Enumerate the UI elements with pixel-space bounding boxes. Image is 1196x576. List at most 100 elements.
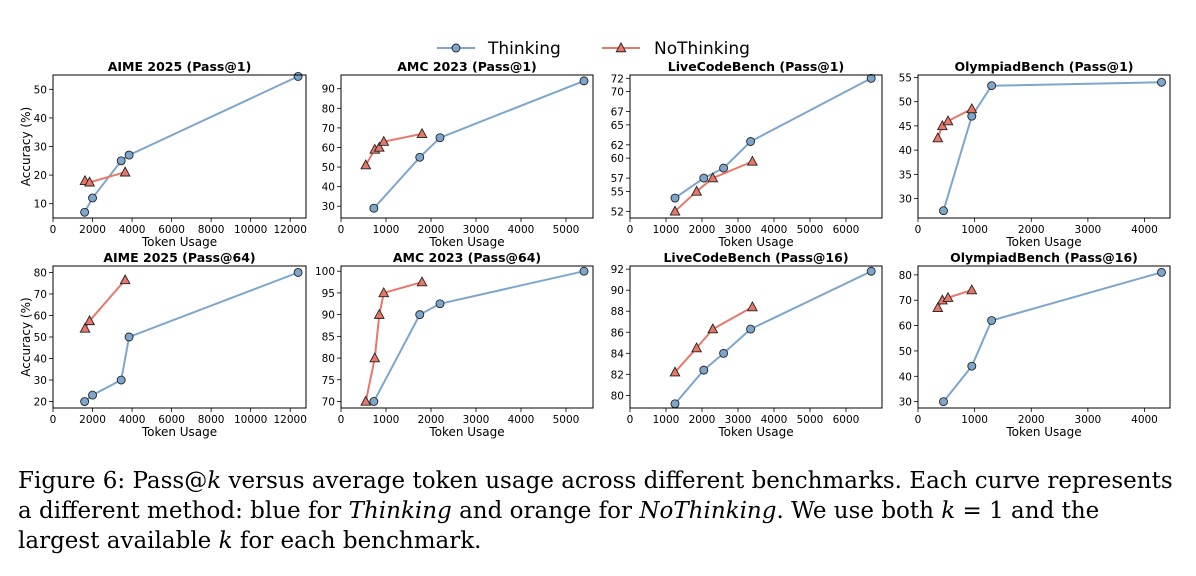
x-tick-label: 5000 [797,414,824,426]
data-point-thinking [415,152,425,162]
x-axis-label: Token Usage [141,425,217,439]
data-point-nothinking [378,286,390,298]
y-tick-label: 50 [34,84,47,96]
x-tick-label: 1000 [373,414,400,426]
y-tick-label: 80 [322,353,335,365]
data-point-thinking [116,156,126,166]
x-tick-label: 2000 [689,224,716,236]
x-tick-label: 3000 [725,224,752,236]
x-tick-label: 0 [50,414,57,426]
x-tick-label: 3000 [1075,224,1102,236]
chart-title: AMC 2023 (Pass@1) [397,59,537,74]
data-point-nothinking [691,342,703,353]
chart-panel: OlympiadBench (Pass@1) 0 1000 2000 3000 4000 3… [899,59,1171,249]
y-tick-label: 95 [322,288,335,300]
data-point-thinking [80,397,90,406]
y-tick-label: 30 [899,194,912,206]
x-tick-label: 1000 [653,224,680,236]
data-point-nothinking [966,284,978,295]
y-tick-label: 70 [899,295,912,307]
y-tick-label: 40 [34,354,47,366]
y-tick-label: 70 [611,87,624,99]
data-point-thinking [80,207,90,217]
chart-title: AIME 2025 (Pass@1) [108,59,252,74]
series-line-nothinking [364,281,423,402]
y-tick-label: 20 [34,170,47,182]
y-axis-label: Accuracy (%) [19,297,33,376]
figure-canvas: Thinking NoThinking AIME 2025 (Pass@1)0 20… [19,39,1171,439]
chart-panel: AIME 2025 (Pass@1) 0 2000 4000 6000 8000 10000… [19,59,307,249]
x-tick-label: 5000 [553,414,580,426]
chart-panel: LiveCodeBench (Pass@1) 0 1000 2000 3000 4000 5… [611,59,883,249]
data-point-thinking [699,365,709,375]
data-point-nothinking [936,119,948,131]
y-tick-label: 92 [611,264,624,276]
data-point-thinking [939,206,948,216]
data-point-thinking [746,324,756,334]
y-tick-label: 85 [322,331,335,343]
y-tick-label: 30 [322,201,335,213]
chart-panel: AMC 2023 (Pass@1) 0 1000 2000 3000 4000 5000 30… [322,59,594,249]
data-point-thinking [369,203,379,213]
y-tick-label: 75 [322,375,335,387]
chart-panel: AMC 2023 (Pass@64) 0 1000 2000 3000 4000 5000 7… [315,250,594,439]
x-axis-label: Token Usage [428,235,504,249]
data-point-thinking [293,71,303,81]
chart-panel: LiveCodeBench (Pass@16) 0 1000 2000 3000 4000… [611,250,883,439]
x-tick-label: 2000 [1018,224,1045,236]
data-point-nothinking [942,291,954,302]
legend-label-nothinking: NoThinking [654,39,750,59]
plot-frame [340,74,594,219]
data-point-thinking [670,399,680,409]
y-axis-label: Accuracy (%) [19,107,33,186]
y-tick-label: 86 [611,327,625,339]
y-tick-label: 10 [34,199,47,211]
data-point-nothinking [373,308,385,319]
plot-frame [629,74,883,219]
x-tick-label: 4000 [1131,414,1158,426]
x-tick-label: 1000 [373,224,400,236]
x-tick-label: 2000 [418,224,445,236]
data-point-thinking [435,299,445,309]
y-tick-label: 90 [322,310,335,322]
y-tick-label: 62 [611,140,624,152]
y-tick-label: 70 [322,123,335,135]
y-tick-label: 50 [899,346,912,358]
x-tick-label: 4000 [119,414,146,426]
x-tick-label: 2000 [689,414,716,426]
x-tick-label: 12000 [273,224,306,236]
data-point-thinking [1157,77,1166,87]
data-point-thinking [719,163,729,173]
x-tick-label: 4000 [119,224,146,236]
data-point-nothinking [707,323,719,334]
series-line-thinking [83,75,299,213]
y-tick-label: 40 [34,113,47,125]
y-tick-label: 40 [322,182,335,194]
plot-frame [629,265,883,409]
chart-title: LiveCodeBench (Pass@1) [668,59,844,74]
x-tick-label: 0 [50,224,57,236]
caption-k: k [218,528,233,554]
y-tick-label: 50 [899,97,912,109]
data-point-thinking [1157,267,1166,277]
legend-marker-thinking [451,43,461,53]
x-tick-label: 8000 [198,414,225,426]
data-point-nothinking [966,102,978,114]
data-point-thinking [987,316,997,325]
x-tick-label: 12000 [273,414,306,426]
data-point-thinking [124,332,134,342]
chart-title: OlympiadBench (Pass@16) [950,250,1138,265]
data-point-thinking [670,193,680,203]
y-tick-label: 88 [611,306,624,318]
y-tick-label: 57 [611,173,624,185]
y-tick-label: 80 [322,103,335,115]
y-tick-label: 55 [611,186,624,198]
data-point-nothinking [746,301,758,312]
y-tick-label: 40 [899,371,912,383]
x-tick-label: 3000 [725,414,752,426]
x-tick-label: 6000 [833,414,860,426]
x-tick-label: 0 [627,414,634,426]
x-tick-label: 4000 [761,414,788,426]
data-point-thinking [719,348,729,358]
x-axis-label: Token Usage [717,425,793,439]
